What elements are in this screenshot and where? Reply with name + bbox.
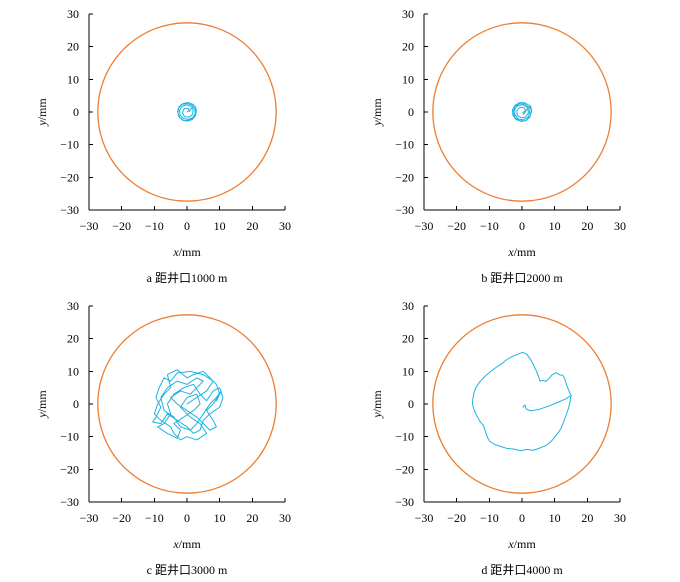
circle-series <box>432 314 612 494</box>
x-tick-label: 20 <box>246 511 258 525</box>
y-tick-label: 0 <box>73 397 79 411</box>
y-tick-label: −20 <box>60 462 79 476</box>
x-axis-label: x/mm <box>507 245 536 259</box>
x-tick-label: 30 <box>614 511 626 525</box>
x-axis-label-variable: x <box>507 245 514 259</box>
x-tick-label: −10 <box>480 511 499 525</box>
y-tick-label: −30 <box>60 203 79 217</box>
y-axis-label: y/mm <box>35 390 49 419</box>
y-axis-label-unit: /mm <box>35 390 49 413</box>
x-axis-label-unit: /mm <box>179 537 202 551</box>
y-axis-label-variable: y <box>35 120 49 127</box>
x-tick-label: 30 <box>279 219 291 233</box>
x-tick-label: 0 <box>519 511 525 525</box>
x-tick-label: −30 <box>80 511 99 525</box>
x-axis-label: x/mm <box>507 537 536 551</box>
y-tick-label: 0 <box>408 397 414 411</box>
x-axis-label: x/mm <box>172 537 201 551</box>
y-tick-label: −20 <box>395 462 414 476</box>
panel-b: −30 −20 −10 0 10 20 30−30−20−100102030x/mmy/mm… <box>370 7 626 285</box>
y-axis-label-variable: y <box>35 412 49 419</box>
x-tick-label: 10 <box>214 511 226 525</box>
x-axis-label: x/mm <box>172 245 201 259</box>
x-tick-label: 0 <box>184 219 190 233</box>
panel-a: −30 −20 −10 0 10 20 30−30−20−100102030x/mmy/mm… <box>35 7 291 285</box>
y-axis-label-variable: y <box>370 120 384 127</box>
y-tick-label: 20 <box>402 332 414 346</box>
x-tick-label: −30 <box>80 219 99 233</box>
x-tick-label: 30 <box>279 511 291 525</box>
y-tick-label: −30 <box>395 495 414 509</box>
x-tick-label: 20 <box>246 219 258 233</box>
x-tick-label: −20 <box>112 219 131 233</box>
x-tick-label: −10 <box>145 511 164 525</box>
y-tick-label: 30 <box>402 7 414 21</box>
y-tick-label: 10 <box>67 72 79 86</box>
y-tick-label: 0 <box>73 105 79 119</box>
x-axis-label-variable: x <box>507 537 514 551</box>
x-tick-label: 30 <box>614 219 626 233</box>
y-tick-label: 20 <box>67 40 79 54</box>
circle-series <box>97 314 277 494</box>
y-tick-label: −10 <box>395 138 414 152</box>
panel-c: −30 −20 −10 0 10 20 30−30−20−100102030x/mmy/mm… <box>35 299 291 577</box>
y-tick-label: 10 <box>402 72 414 86</box>
x-axis-label-unit: /mm <box>179 245 202 259</box>
x-tick-label: 0 <box>184 511 190 525</box>
x-tick-label: 20 <box>581 511 593 525</box>
x-tick-label: 0 <box>519 219 525 233</box>
track-series <box>177 102 197 122</box>
x-tick-label: −20 <box>447 511 466 525</box>
x-axis-label-unit: /mm <box>514 537 537 551</box>
y-axis-label-unit: /mm <box>370 98 384 121</box>
x-tick-label: −10 <box>480 219 499 233</box>
x-tick-label: 10 <box>549 219 561 233</box>
panel-caption: d 距井口4000 m <box>481 563 563 577</box>
y-tick-label: 10 <box>67 364 79 378</box>
y-tick-label: 30 <box>67 7 79 21</box>
x-tick-label: −20 <box>112 511 131 525</box>
y-tick-label: −30 <box>60 495 79 509</box>
y-axis-label: y/mm <box>370 390 384 419</box>
x-axis-label-unit: /mm <box>514 245 537 259</box>
y-tick-label: −10 <box>60 430 79 444</box>
track-series <box>471 351 572 452</box>
y-tick-label: 0 <box>408 105 414 119</box>
y-tick-label: 20 <box>402 40 414 54</box>
y-tick-label: −10 <box>395 430 414 444</box>
circle-series <box>97 22 277 202</box>
panel-caption: b 距井口2000 m <box>481 271 563 285</box>
y-axis-label: y/mm <box>35 98 49 127</box>
track-series <box>152 369 224 441</box>
y-tick-label: 30 <box>67 299 79 313</box>
panel-d: −30 −20 −10 0 10 20 30−30−20−100102030x/mmy/mm… <box>370 299 626 577</box>
x-tick-label: 10 <box>549 511 561 525</box>
y-tick-label: 10 <box>402 364 414 378</box>
x-tick-label: −30 <box>415 219 434 233</box>
y-tick-label: −10 <box>60 138 79 152</box>
y-axis-label-unit: /mm <box>370 390 384 413</box>
y-tick-label: −30 <box>395 203 414 217</box>
x-axis-label-variable: x <box>172 245 179 259</box>
y-axis-label-unit: /mm <box>35 98 49 121</box>
x-tick-label: 10 <box>214 219 226 233</box>
y-axis-label: y/mm <box>370 98 384 127</box>
x-tick-label: −20 <box>447 219 466 233</box>
y-tick-label: −20 <box>395 170 414 184</box>
panel-caption: a 距井口1000 m <box>147 271 228 285</box>
x-tick-label: −30 <box>415 511 434 525</box>
x-axis-label-variable: x <box>172 537 179 551</box>
x-tick-label: 20 <box>581 219 593 233</box>
track-series <box>512 102 533 122</box>
y-tick-label: −20 <box>60 170 79 184</box>
y-tick-label: 30 <box>402 299 414 313</box>
y-tick-label: 20 <box>67 332 79 346</box>
y-axis-label-variable: y <box>370 412 384 419</box>
panel-caption: c 距井口3000 m <box>147 563 228 577</box>
x-tick-label: −10 <box>145 219 164 233</box>
circle-series <box>432 22 612 202</box>
